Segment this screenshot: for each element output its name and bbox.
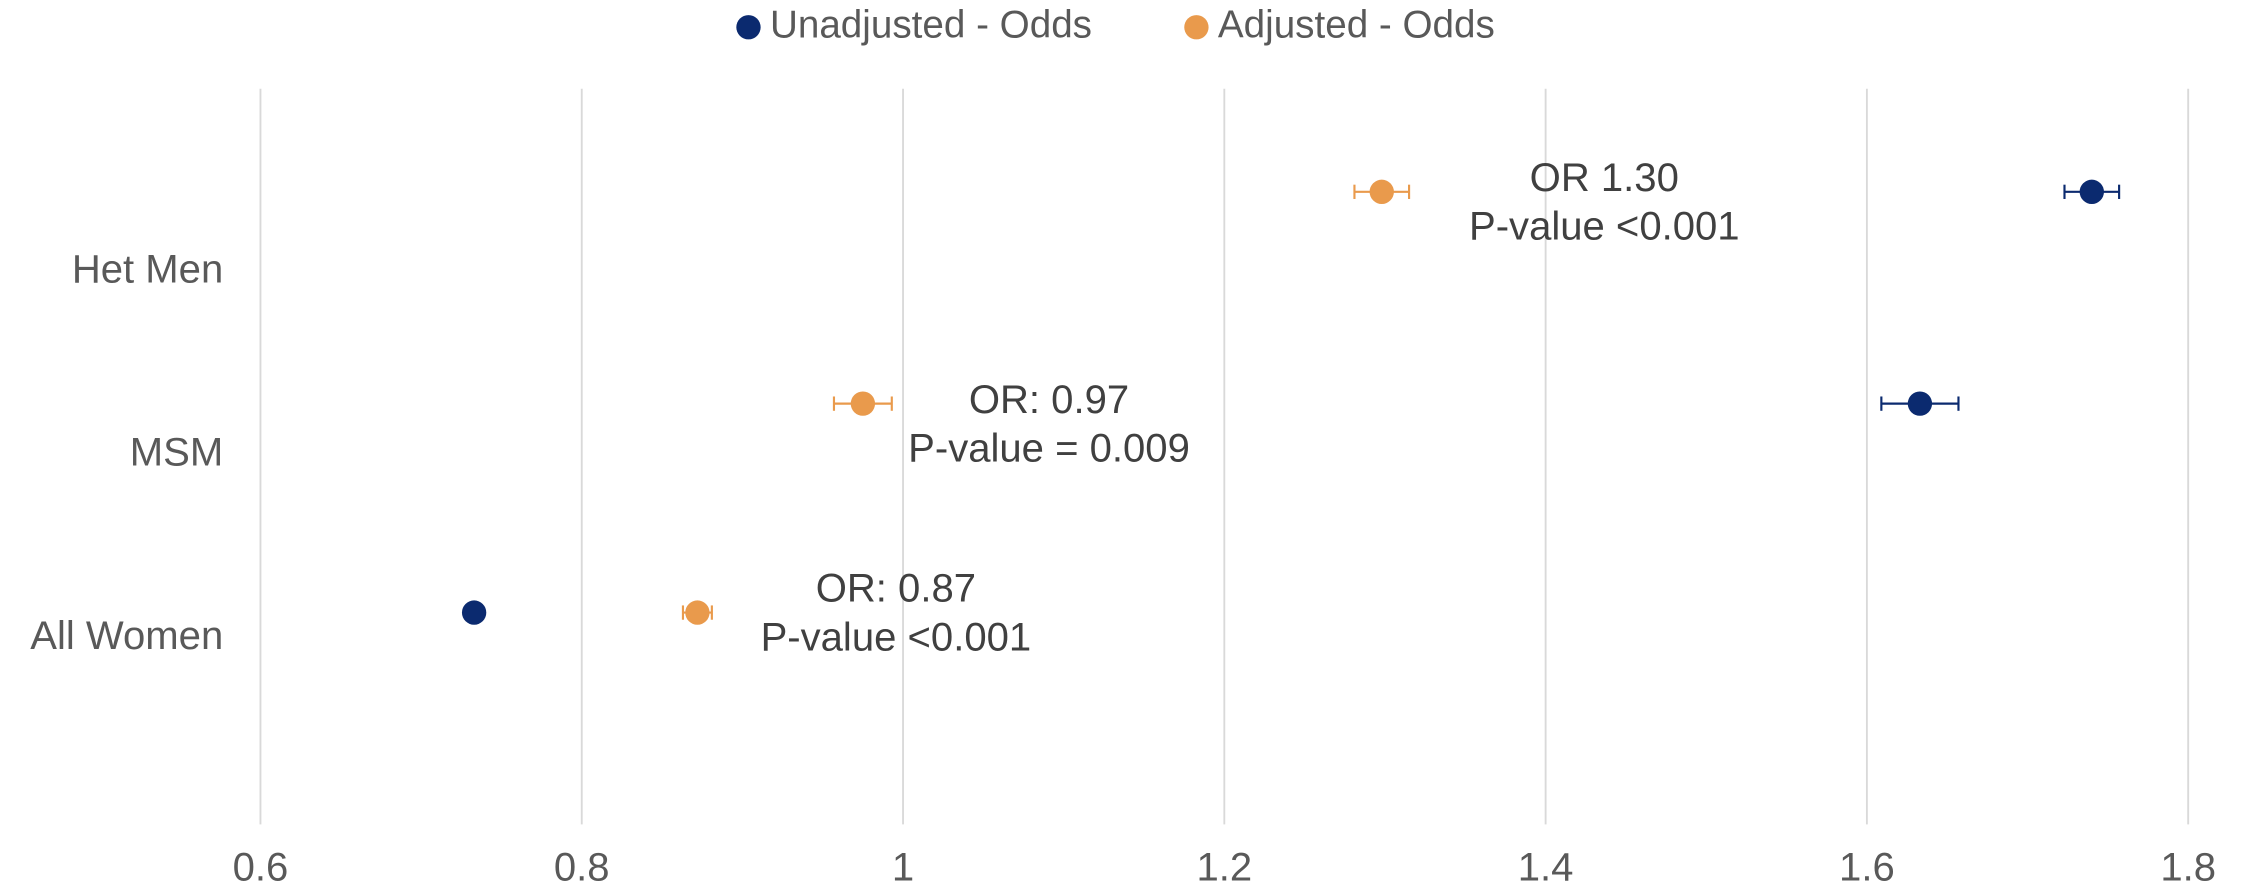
data-point	[850, 391, 876, 416]
category-label: All Women	[30, 614, 223, 658]
annotation: P-value <0.001	[1469, 205, 1740, 249]
data-point	[2079, 179, 2104, 204]
category-label: MSM	[130, 431, 223, 475]
data-point	[685, 600, 710, 625]
data-point	[461, 600, 487, 625]
legend-label: Unadjusted - Odds	[770, 3, 1092, 46]
x-tick-label: 1.6	[1839, 846, 1895, 890]
legend-marker	[1184, 15, 1209, 40]
x-tick-label: 1	[892, 846, 914, 890]
x-tick-label: 0.8	[554, 846, 610, 890]
data-point	[1369, 179, 1394, 204]
legend-label: Adjusted - Odds	[1218, 3, 1495, 46]
category-label: Het Men	[72, 248, 223, 292]
annotation: P-value = 0.009	[908, 426, 1190, 470]
x-tick-label: 1.4	[1518, 846, 1574, 890]
x-tick-label: 1.8	[2160, 846, 2216, 890]
legend-marker	[736, 15, 761, 40]
annotation: OR: 0.87	[816, 567, 976, 611]
x-tick-label: 0.6	[233, 846, 289, 890]
annotation: OR 1.30	[1530, 156, 1679, 200]
annotation: P-value <0.001	[761, 615, 1032, 659]
data-point	[1907, 391, 1933, 416]
annotation: OR: 0.97	[969, 378, 1129, 422]
x-tick-label: 1.2	[1196, 846, 1252, 890]
